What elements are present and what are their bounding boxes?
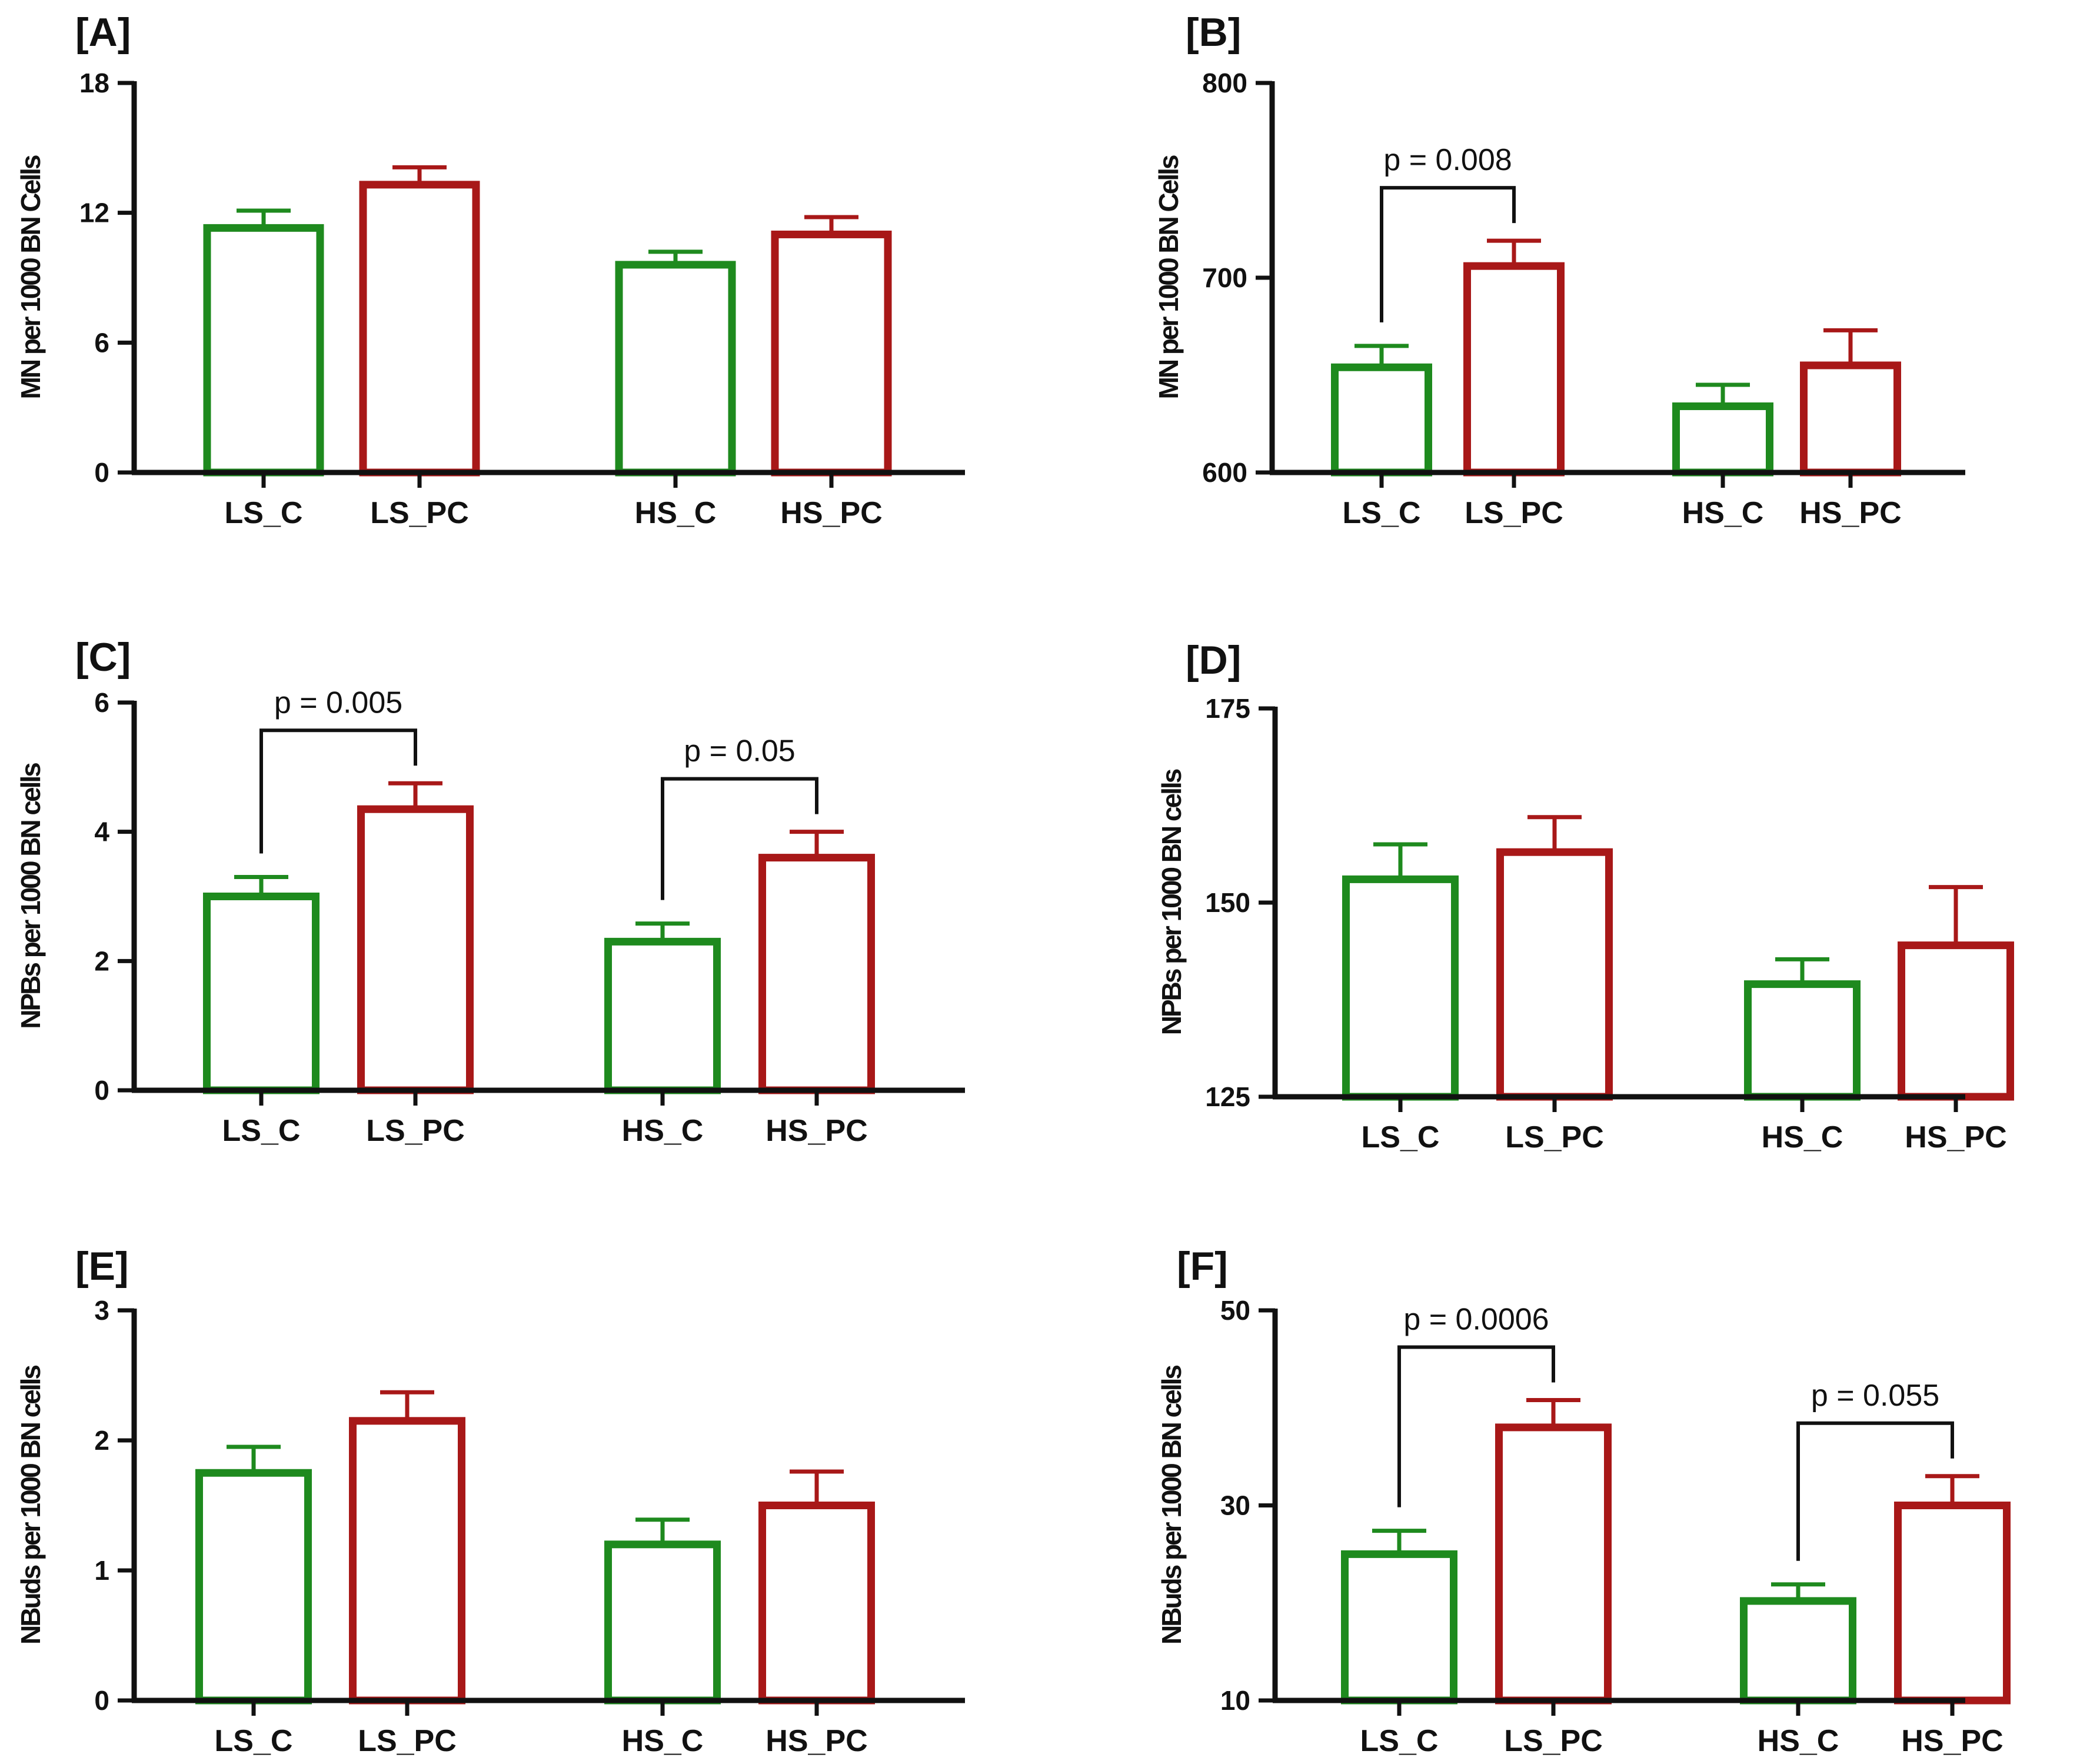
y-tick-label: 2 [94,1425,109,1456]
p-value-label-1: p = 0.005 [274,685,402,720]
significance-bracket-1 [1380,186,1516,322]
bar-HS_PC [1898,941,2014,1101]
bar-LS_PC [1495,1423,1612,1705]
bar-HS_PC [1800,361,1901,477]
p-value-label-1: p = 0.0006 [1403,1302,1549,1336]
y-tick-label: 0 [94,1075,109,1106]
y-tick-label: 30 [1220,1490,1250,1521]
x-tick-label-HS_C: HS_C [1758,1724,1839,1758]
bar-HS_C [615,261,736,477]
x-tick-label-HS_C: HS_C [622,1724,704,1758]
x-tick-label-HS_PC: HS_PC [766,1114,867,1148]
y-tick-label: 2 [94,946,109,976]
bar-LS_C [1341,1550,1457,1705]
x-tick-label-HS_PC: HS_PC [780,496,882,530]
bar-LS_C [203,224,324,477]
panel-label: [C] [75,635,131,680]
x-tick-label-LS_C: LS_C [1362,1120,1440,1154]
chart-panel-1: [A] MN per 1000 BN Cells 0 6 12 18 LS_C LS_PC HS… [15,10,965,530]
p-value-label-2: p = 0.05 [684,734,795,768]
bar-LS_PC [1496,848,1613,1101]
bar-LS_C [1331,363,1432,477]
y-tick-label: 0 [94,1685,109,1716]
panel-label: [D] [1186,638,1241,683]
panel-label: [F] [1177,1244,1228,1289]
y-axis-label: NBuds per 1000 BN cells [15,1366,46,1645]
p-value-label-2: p = 0.055 [1811,1379,1939,1413]
x-tick-label-LS_PC: LS_PC [366,1114,465,1148]
bar-LS_PC [1463,262,1565,477]
p-value-label-1: p = 0.008 [1383,143,1512,177]
x-tick-label-LS_PC: LS_PC [1465,496,1563,530]
x-tick-label-LS_C: LS_C [225,496,303,530]
x-tick-label-HS_C: HS_C [635,496,717,530]
chart-panel-6: [F] NBuds per 1000 BN cells p = 0.0006 p = … [1156,1244,2011,1758]
y-tick-label: 1 [94,1555,109,1586]
chart-panel-3: [C] NPBs per 1000 BN cells p = 0.005 p = 0.… [15,635,965,1148]
bar-LS_PC [349,1417,465,1705]
y-axis-label: NPBs per 1000 BN cells [15,763,46,1029]
y-tick-label: 800 [1202,68,1247,98]
y-tick-label: 12 [79,198,109,228]
bar-HS_C [604,937,721,1094]
x-tick-label-LS_PC: LS_PC [1505,1120,1604,1154]
bar-HS_C [1744,980,1861,1101]
y-axis-label: MN per 1000 BN Cells [1153,155,1184,399]
y-tick-label: 125 [1205,1081,1250,1112]
y-tick-label: 50 [1220,1295,1250,1326]
chart-panel-5: [E] NBuds per 1000 BN cells 0 1 2 3 LS_C LS_PC H… [15,1244,965,1758]
significance-bracket-2 [1796,1421,1954,1561]
y-tick-label: 6 [94,687,109,718]
panel-label: [A] [75,10,131,55]
x-tick-label-LS_PC: LS_PC [370,496,469,530]
y-axis-label: NBuds per 1000 BN cells [1156,1366,1187,1645]
y-tick-label: 6 [94,327,109,358]
y-tick-label: 0 [94,457,109,488]
y-tick-label: 4 [94,817,109,847]
x-tick-label-LS_C: LS_C [1343,496,1421,530]
x-tick-label-LS_C: LS_C [222,1114,301,1148]
bar-HS_PC [1894,1502,2011,1705]
bar-LS_PC [357,805,474,1094]
y-tick-label: 600 [1202,457,1247,488]
x-tick-label-HS_PC: HS_PC [1905,1120,2006,1154]
y-tick-label: 700 [1202,262,1247,293]
x-tick-label-LS_PC: LS_PC [358,1724,457,1758]
x-tick-label-HS_PC: HS_PC [1901,1724,2003,1758]
y-tick-label: 10 [1220,1685,1250,1716]
bar-HS_PC [758,854,875,1094]
y-tick-label: 18 [79,68,109,98]
significance-bracket-1 [259,728,417,854]
x-tick-label-LS_PC: LS_PC [1504,1724,1603,1758]
x-tick-label-HS_PC: HS_PC [1799,496,1901,530]
x-tick-label-HS_C: HS_C [622,1114,704,1148]
chart-panel-4: [D] NPBs per 1000 BN cells 125 150 175 LS_C LS… [1156,638,2014,1154]
x-tick-label-LS_C: LS_C [215,1724,293,1758]
bar-HS_PC [758,1502,875,1705]
x-tick-label-LS_C: LS_C [1360,1724,1439,1758]
bar-HS_C [604,1540,721,1705]
panel-label: [E] [75,1244,129,1289]
x-tick-label-HS_C: HS_C [1762,1120,1843,1154]
bar-HS_C [1672,402,1773,477]
bar-HS_C [1740,1597,1856,1705]
bar-LS_PC [359,181,480,477]
y-axis-label: MN per 1000 BN Cells [15,155,46,399]
y-tick-label: 175 [1205,693,1250,724]
x-tick-label-HS_PC: HS_PC [766,1724,867,1758]
bar-LS_C [195,1469,312,1705]
x-tick-label-HS_C: HS_C [1682,496,1764,530]
significance-bracket-2 [661,777,818,900]
y-axis-label: NPBs per 1000 BN cells [1156,769,1187,1035]
chart-panel-2: [B] MN per 1000 BN Cells p = 0.008 600 700 80… [1153,10,1965,530]
panel-label: [B] [1186,10,1241,55]
bar-HS_PC [771,230,892,477]
bar-LS_C [203,893,320,1094]
significance-bracket-1 [1397,1345,1555,1507]
y-tick-label: 150 [1205,887,1250,918]
y-tick-label: 3 [94,1295,109,1326]
bar-LS_C [1342,875,1459,1101]
